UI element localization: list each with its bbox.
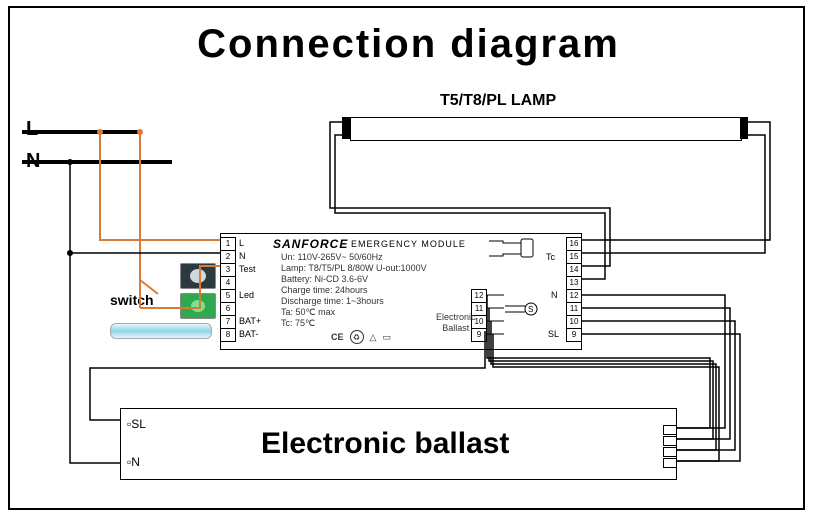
- wiring-overlay: [10, 8, 807, 512]
- diagram-frame: Connection diagram L N T5/T8/PL LAMP swi…: [8, 6, 805, 510]
